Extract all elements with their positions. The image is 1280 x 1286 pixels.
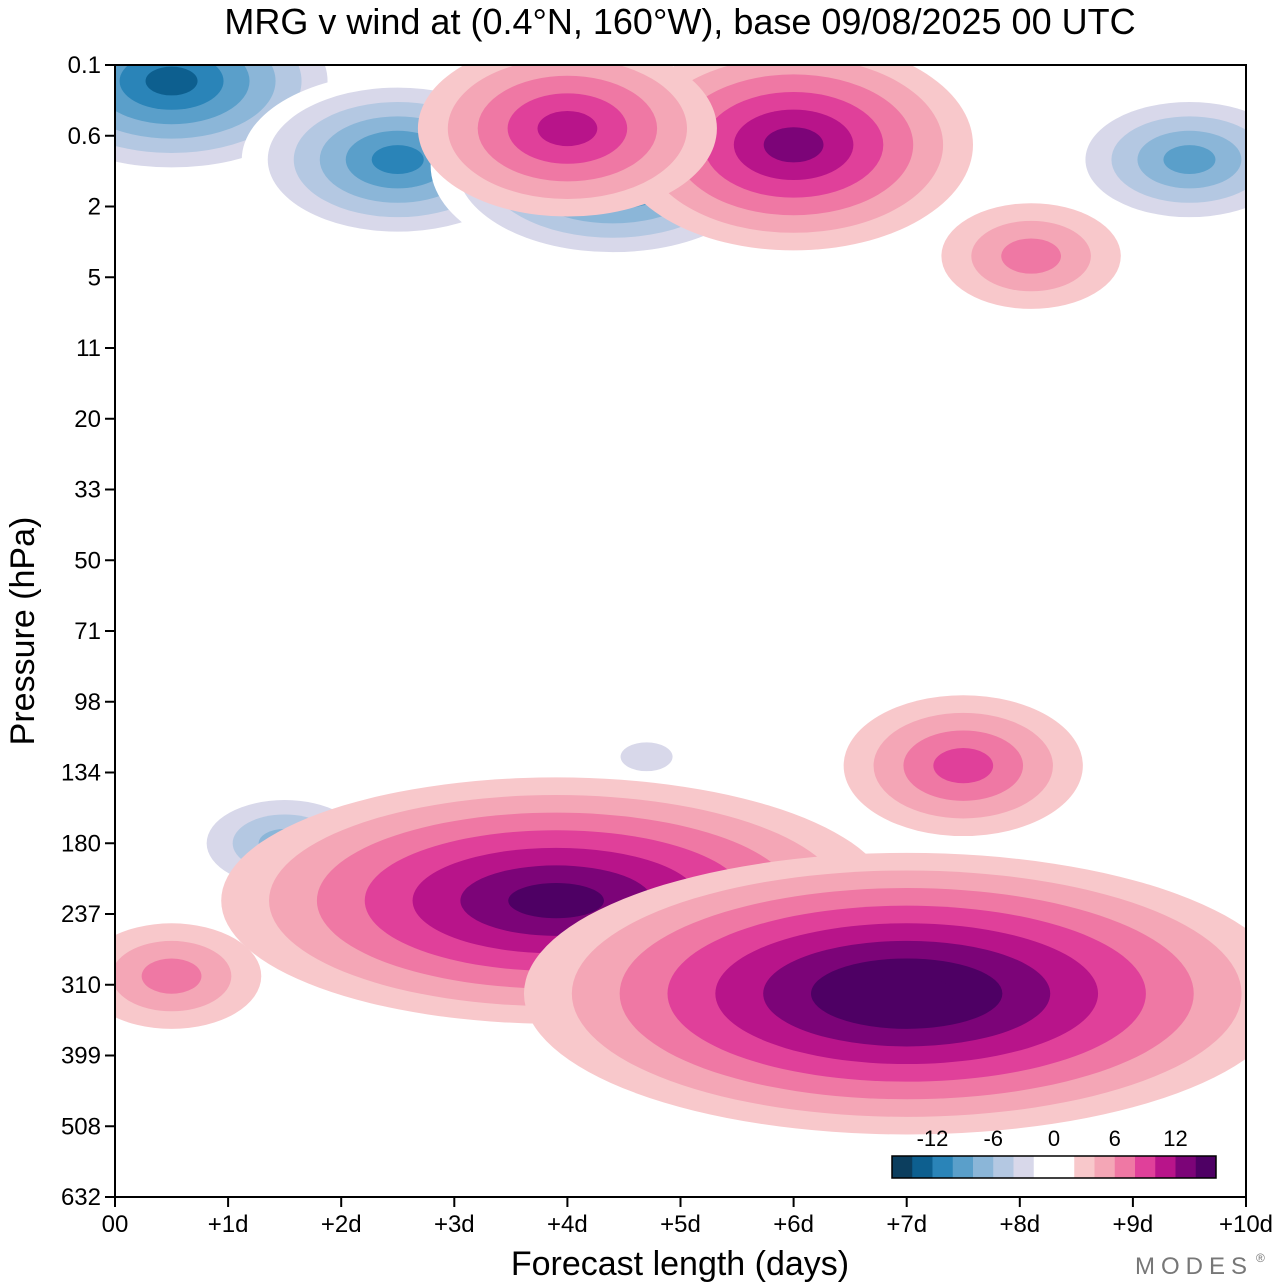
y-tick-label: 98 (74, 689, 101, 716)
x-tick-label: +3d (434, 1211, 475, 1238)
colorbar-frame (891, 1155, 1217, 1179)
colorbar-label: 12 (1163, 1126, 1187, 1151)
colorbar-swatch (932, 1156, 954, 1178)
y-tick-label: 0.1 (68, 52, 101, 79)
chart-title: MRG v wind at (0.4°N, 160°W), base 09/08… (224, 1, 1135, 42)
y-axis-label: Pressure (hPa) (4, 517, 42, 746)
contour-level (145, 66, 198, 96)
contour-level (858, 976, 955, 1012)
x-tick-label: +8d (999, 1211, 1040, 1238)
contour-level (537, 110, 598, 147)
contour-level (1001, 238, 1062, 274)
y-tick-label: 2 (88, 194, 101, 221)
colorbar-swatch (1114, 1156, 1136, 1178)
colorbar-swatch (1054, 1156, 1075, 1178)
contour-feature (941, 203, 1121, 309)
x-axis-label: Forecast length (days) (511, 1245, 849, 1283)
contour-level (371, 145, 424, 174)
y-tick-label: 33 (74, 477, 101, 504)
contour-level (1163, 145, 1216, 174)
colorbar: -12 -6 0 6 12 (891, 1126, 1217, 1179)
y-tick-label: 632 (61, 1184, 101, 1211)
colorbar-label: -6 (983, 1126, 1003, 1151)
brand-registered-mark: ® (1256, 1251, 1265, 1265)
colorbar-swatch (1135, 1156, 1156, 1178)
colorbar-swatch (1094, 1156, 1116, 1178)
y-tick-label: 20 (74, 406, 101, 433)
colorbar-swatch (892, 1156, 913, 1178)
colorbar-label: 0 (1048, 1126, 1060, 1151)
contour-level (508, 883, 604, 919)
x-tick-label: +7d (886, 1211, 927, 1238)
x-tick-label: 00 (102, 1211, 129, 1238)
y-tick-label: 310 (61, 972, 101, 999)
contour-field (115, 65, 1246, 1135)
contour-feature (115, 923, 262, 1029)
x-axis: 00 +1d +2d +3d +4d +5d +6d +7d +8d +9d +10d (102, 1197, 1273, 1238)
colorbar-swatch (1195, 1156, 1217, 1178)
contour-feature (417, 65, 717, 217)
colorbar-swatch (912, 1156, 933, 1178)
y-tick-label: 0.6 (68, 123, 101, 150)
x-tick-label: +9d (1113, 1211, 1154, 1238)
contour-level (141, 958, 202, 994)
y-tick-label: 134 (61, 760, 101, 787)
colorbar-swatch (1155, 1156, 1176, 1178)
y-tick-label: 71 (74, 618, 101, 645)
colorbar-swatch (973, 1156, 994, 1178)
y-tick-label: 237 (61, 901, 101, 928)
y-tick-label: 5 (88, 264, 101, 291)
colorbar-swatch (1175, 1156, 1197, 1178)
contour-level (933, 748, 994, 784)
x-tick-label: +10d (1219, 1211, 1273, 1238)
contour-feature (524, 852, 1246, 1135)
y-tick-label: 11 (76, 335, 101, 362)
colorbar-swatch (952, 1156, 974, 1178)
x-tick-label: +1d (208, 1211, 249, 1238)
modes-brand: MODES (1135, 1253, 1253, 1280)
y-tick-label: 50 (74, 547, 101, 574)
colorbar-label: 6 (1109, 1126, 1121, 1151)
contour-feature (843, 695, 1083, 837)
colorbar-swatch (1033, 1156, 1055, 1178)
colorbar-swatch (1074, 1156, 1095, 1178)
colorbar-label: -12 (917, 1126, 949, 1151)
y-tick-label: 508 (61, 1113, 101, 1140)
x-tick-label: +5d (660, 1211, 701, 1238)
colorbar-swatch (993, 1156, 1014, 1178)
contour-level (620, 742, 673, 772)
y-axis: 0.1 0.6 2 5 11 20 33 50 71 98 134 180 237 310 399 508 63… (61, 52, 115, 1211)
x-tick-label: +2d (321, 1211, 362, 1238)
contour-feature (594, 727, 699, 786)
y-tick-label: 180 (61, 830, 101, 857)
x-tick-label: +4d (547, 1211, 588, 1238)
contour-level (763, 127, 824, 163)
x-tick-label: +6d (773, 1211, 814, 1238)
colorbar-swatch (1013, 1156, 1035, 1178)
contour-feature (1059, 87, 1246, 232)
y-tick-label: 399 (61, 1043, 101, 1070)
